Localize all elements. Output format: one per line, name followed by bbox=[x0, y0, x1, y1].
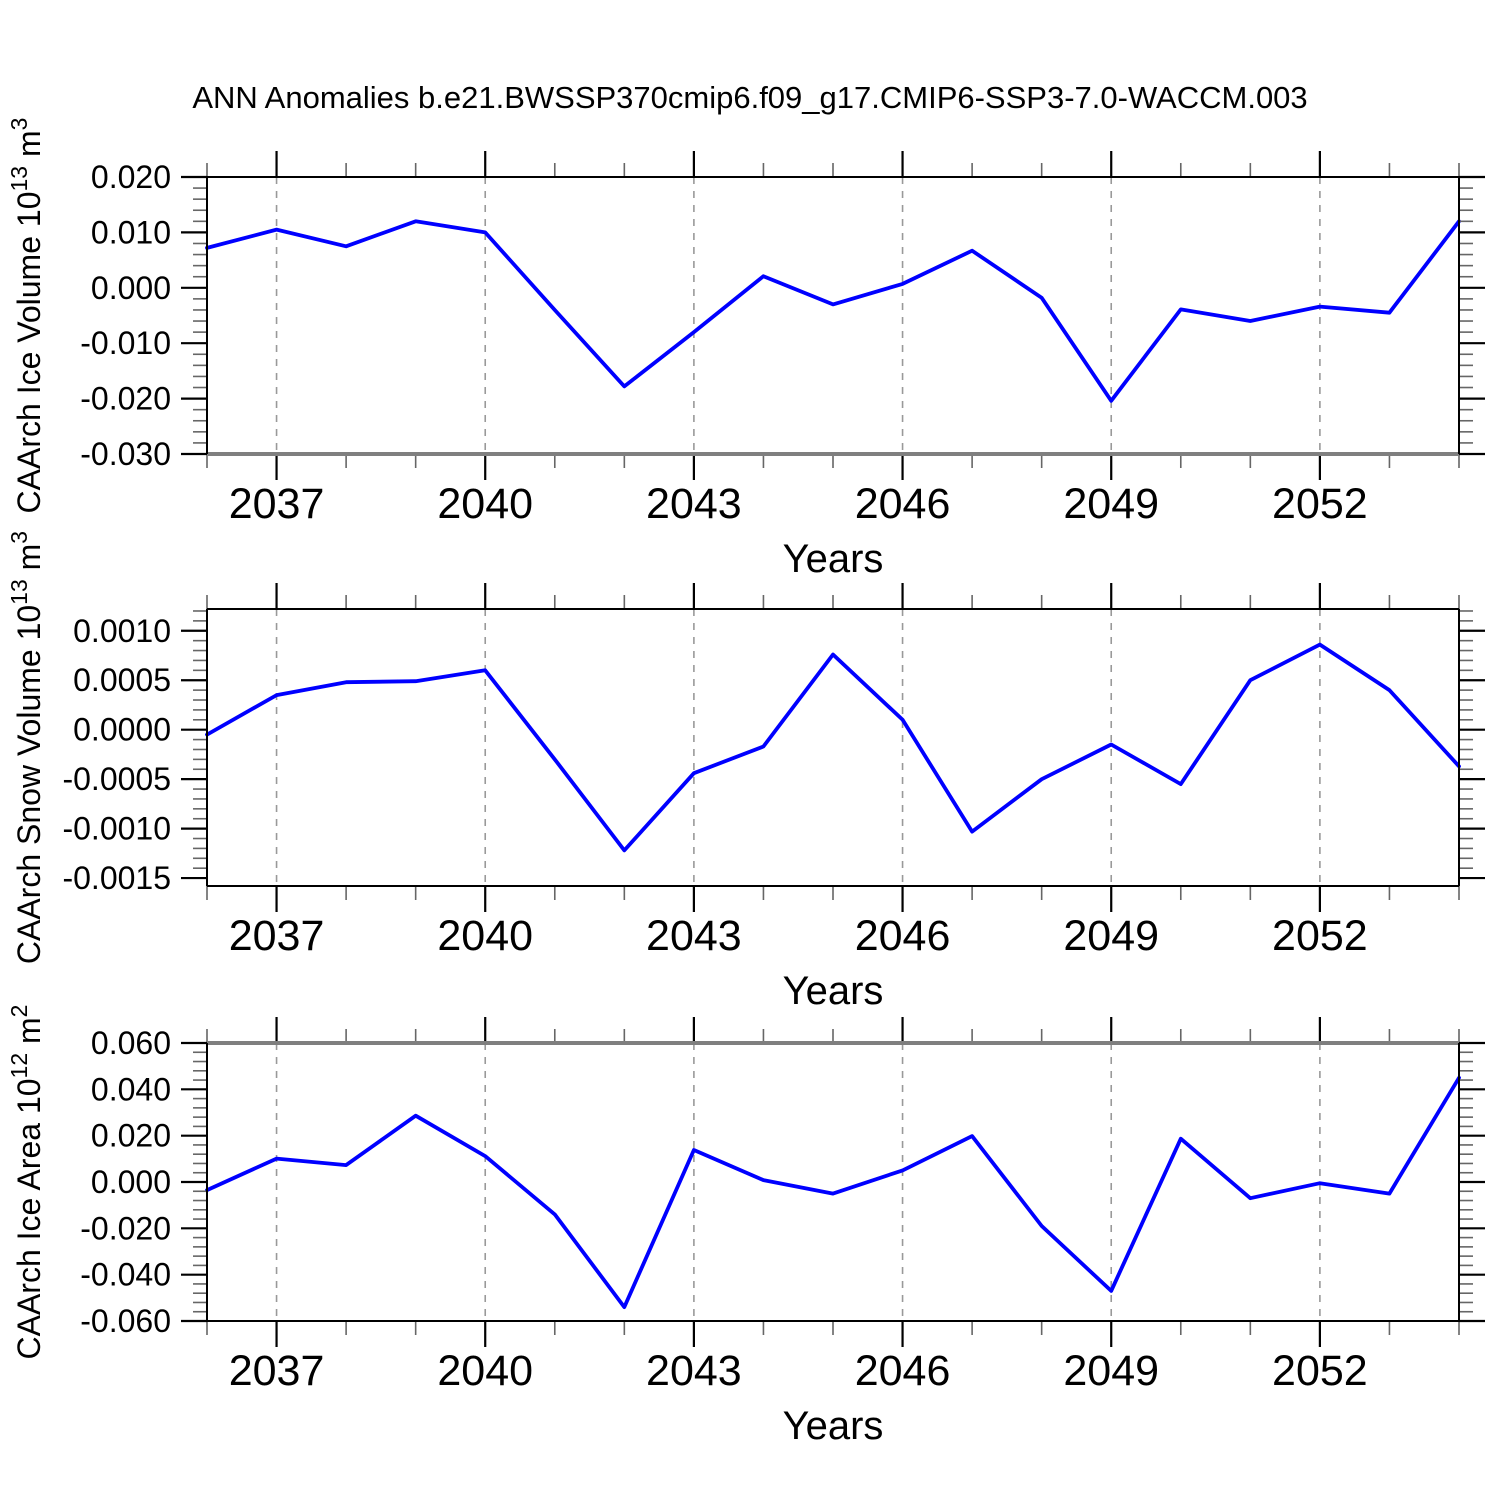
ytick-label: -0.010 bbox=[80, 325, 171, 361]
xtick-label: 2040 bbox=[437, 1347, 533, 1395]
y-axis-title: CAArch Ice Area 1012 m2 bbox=[6, 1005, 47, 1360]
xtick-label: 2037 bbox=[229, 1347, 325, 1395]
xtick-label: 2046 bbox=[855, 480, 951, 528]
data-line bbox=[205, 642, 1461, 853]
ytick-label: 0.0000 bbox=[73, 712, 171, 748]
ytick-label: -0.040 bbox=[80, 1257, 171, 1293]
ytick-label: 0.000 bbox=[91, 270, 171, 306]
ytick-label: 0.010 bbox=[91, 214, 171, 250]
xtick-label: 2043 bbox=[646, 1347, 742, 1395]
xtick-label: 2037 bbox=[229, 480, 325, 528]
xtick-label: 2043 bbox=[646, 480, 742, 528]
xtick-label: 2046 bbox=[855, 1347, 951, 1395]
y-axis-title-text: m bbox=[11, 130, 47, 166]
xtick-label: 2040 bbox=[437, 480, 533, 528]
ytick-label: 0.060 bbox=[91, 1025, 171, 1061]
y-axis-title-text: m bbox=[11, 544, 47, 580]
y-axis-title: CAArch Ice Volume 1013 m3 bbox=[6, 118, 47, 514]
data-line bbox=[205, 1075, 1461, 1309]
ytick-label: 0.040 bbox=[91, 1071, 171, 1107]
y-axis-title-superscript: 2 bbox=[6, 1005, 32, 1018]
ytick-label: 0.020 bbox=[91, 159, 171, 195]
ytick-label: 0.000 bbox=[91, 1164, 171, 1200]
data-line bbox=[205, 219, 1461, 403]
xtick-label: 2037 bbox=[229, 912, 325, 960]
xtick-label: 2052 bbox=[1272, 480, 1368, 528]
xtick-label: 2049 bbox=[1063, 912, 1159, 960]
x-axis-title: Years bbox=[783, 1404, 884, 1448]
panel-3: 0.060 0.040 0.020 0.000 -0.020 -0.040 -0.060 20… bbox=[6, 1005, 1485, 1448]
panels-group: 0.020 0.010 0.000 -0.010 -0.020 -0.030 2037 204… bbox=[6, 118, 1485, 1448]
y-axis-title-superscript: 12 bbox=[6, 1053, 32, 1079]
ytick-label: -0.030 bbox=[80, 436, 171, 472]
xtick-label: 2040 bbox=[437, 912, 533, 960]
xtick-label: 2052 bbox=[1272, 912, 1368, 960]
ytick-label: -0.0010 bbox=[62, 811, 171, 847]
y-axis-title-superscript: 13 bbox=[6, 579, 32, 605]
panel-1: 0.020 0.010 0.000 -0.010 -0.020 -0.030 2037 204… bbox=[6, 118, 1485, 581]
ytick-label: 0.020 bbox=[91, 1118, 171, 1154]
ytick-label: 0.0005 bbox=[73, 662, 171, 698]
ytick-label: -0.0005 bbox=[62, 761, 171, 797]
y-axis-title: CAArch Snow Volume 1013 m3 bbox=[6, 531, 47, 964]
y-axis-title-text: CAArch Ice Volume 10 bbox=[11, 192, 47, 514]
panel-2: 0.0010 0.0005 0.0000 -0.0005 -0.0010 -0.0015 2… bbox=[6, 531, 1485, 1013]
y-axis-title-text: CAArch Snow Volume 10 bbox=[11, 605, 47, 964]
figure-title: ANN Anomalies b.e21.BWSSP370cmip6.f09_g1… bbox=[192, 80, 1307, 115]
y-axis-title-superscript: 3 bbox=[6, 118, 32, 131]
x-axis-title: Years bbox=[783, 537, 884, 581]
y-axis-title-superscript: 13 bbox=[6, 166, 32, 192]
xtick-label: 2049 bbox=[1063, 480, 1159, 528]
xtick-label: 2052 bbox=[1272, 1347, 1368, 1395]
xtick-label: 2043 bbox=[646, 912, 742, 960]
ytick-label: -0.020 bbox=[80, 1210, 171, 1246]
ytick-label: -0.020 bbox=[80, 381, 171, 417]
ytick-label: -0.0015 bbox=[62, 860, 171, 896]
ytick-label: -0.060 bbox=[80, 1303, 171, 1339]
y-axis-title-superscript: 3 bbox=[6, 531, 32, 544]
y-axis-title-text: m bbox=[11, 1017, 47, 1053]
xtick-label: 2046 bbox=[855, 912, 951, 960]
y-axis-title-text: CAArch Ice Area 10 bbox=[11, 1078, 47, 1359]
ytick-label: 0.0010 bbox=[73, 613, 171, 649]
xtick-label: 2049 bbox=[1063, 1347, 1159, 1395]
x-axis-title: Years bbox=[783, 969, 884, 1013]
